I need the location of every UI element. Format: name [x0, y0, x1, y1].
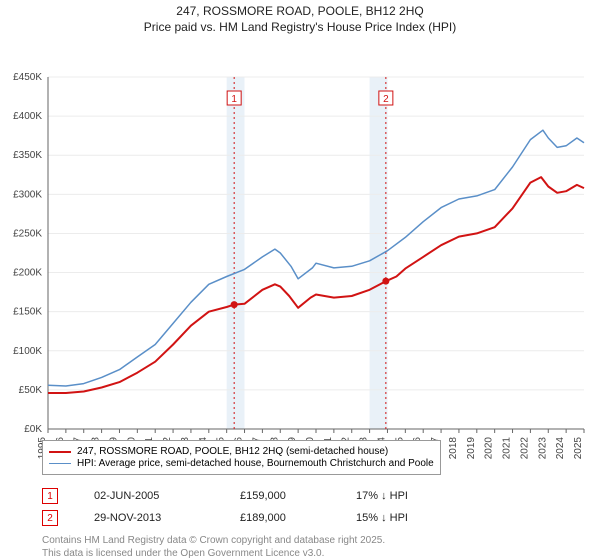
- y-tick-label: £300K: [13, 190, 42, 201]
- legend-label: HPI: Average price, semi-detached house,…: [77, 458, 434, 469]
- legend-row: HPI: Average price, semi-detached house,…: [49, 458, 434, 469]
- y-tick-label: £100K: [13, 346, 42, 357]
- chart-title: 247, ROSSMORE ROAD, POOLE, BH12 2HQ Pric…: [0, 0, 600, 35]
- y-tick-label: £250K: [13, 229, 42, 240]
- chart-plot: £0K £50K £100K £150K £200K £250K £300K £350K £40…: [0, 35, 600, 473]
- x-tick-label: 2025: [573, 437, 584, 460]
- sale-marker: 2: [42, 510, 58, 526]
- shade-band: [227, 77, 245, 429]
- legend-label: 247, ROSSMORE ROAD, POOLE, BH12 2HQ (sem…: [77, 446, 388, 457]
- x-tick-label: 2021: [502, 437, 513, 460]
- legend-swatch: [49, 451, 71, 453]
- attribution-line1: Contains HM Land Registry data © Crown c…: [42, 535, 385, 546]
- attribution: Contains HM Land Registry data © Crown c…: [42, 534, 385, 560]
- marker-badge-label: 1: [231, 94, 237, 105]
- sale-row: 2 29-NOV-2013 £189,000 15% ↓ HPI: [42, 510, 408, 526]
- sale-date: 02-JUN-2005: [94, 490, 204, 502]
- legend-swatch: [49, 463, 71, 464]
- sale-delta: 17% ↓ HPI: [356, 490, 408, 502]
- series-hpi: [48, 130, 584, 386]
- series-dot: [231, 301, 238, 308]
- series-price_paid: [48, 177, 584, 393]
- sale-row: 1 02-JUN-2005 £159,000 17% ↓ HPI: [42, 488, 408, 504]
- sale-price: £159,000: [240, 490, 320, 502]
- legend: 247, ROSSMORE ROAD, POOLE, BH12 2HQ (sem…: [42, 440, 441, 475]
- y-tick-label: £400K: [13, 111, 42, 122]
- attribution-line2: This data is licensed under the Open Gov…: [42, 548, 324, 559]
- legend-row: 247, ROSSMORE ROAD, POOLE, BH12 2HQ (sem…: [49, 446, 434, 457]
- chart-container: 247, ROSSMORE ROAD, POOLE, BH12 2HQ Pric…: [0, 0, 600, 560]
- sale-price: £189,000: [240, 512, 320, 524]
- y-tick-label: £200K: [13, 268, 42, 279]
- title-address: 247, ROSSMORE ROAD, POOLE, BH12 2HQ: [176, 4, 423, 18]
- title-subtitle: Price paid vs. HM Land Registry's House …: [144, 20, 456, 34]
- y-tick-label: £150K: [13, 307, 42, 318]
- sale-marker: 1: [42, 488, 58, 504]
- x-tick-label: 2024: [555, 437, 566, 460]
- sale-date: 29-NOV-2013: [94, 512, 204, 524]
- marker-badge-label: 2: [383, 94, 389, 105]
- sale-delta: 15% ↓ HPI: [356, 512, 408, 524]
- x-tick-label: 2023: [537, 437, 548, 460]
- x-tick-label: 2020: [484, 437, 495, 460]
- x-tick-label: 2018: [448, 437, 459, 460]
- x-tick-label: 2022: [519, 437, 530, 460]
- y-tick-label: £50K: [19, 385, 43, 396]
- x-tick-label: 2019: [466, 437, 477, 460]
- y-tick-label: £350K: [13, 150, 42, 161]
- series-dot: [382, 278, 389, 285]
- y-tick-label: £0K: [24, 424, 42, 435]
- y-tick-label: £450K: [13, 72, 42, 83]
